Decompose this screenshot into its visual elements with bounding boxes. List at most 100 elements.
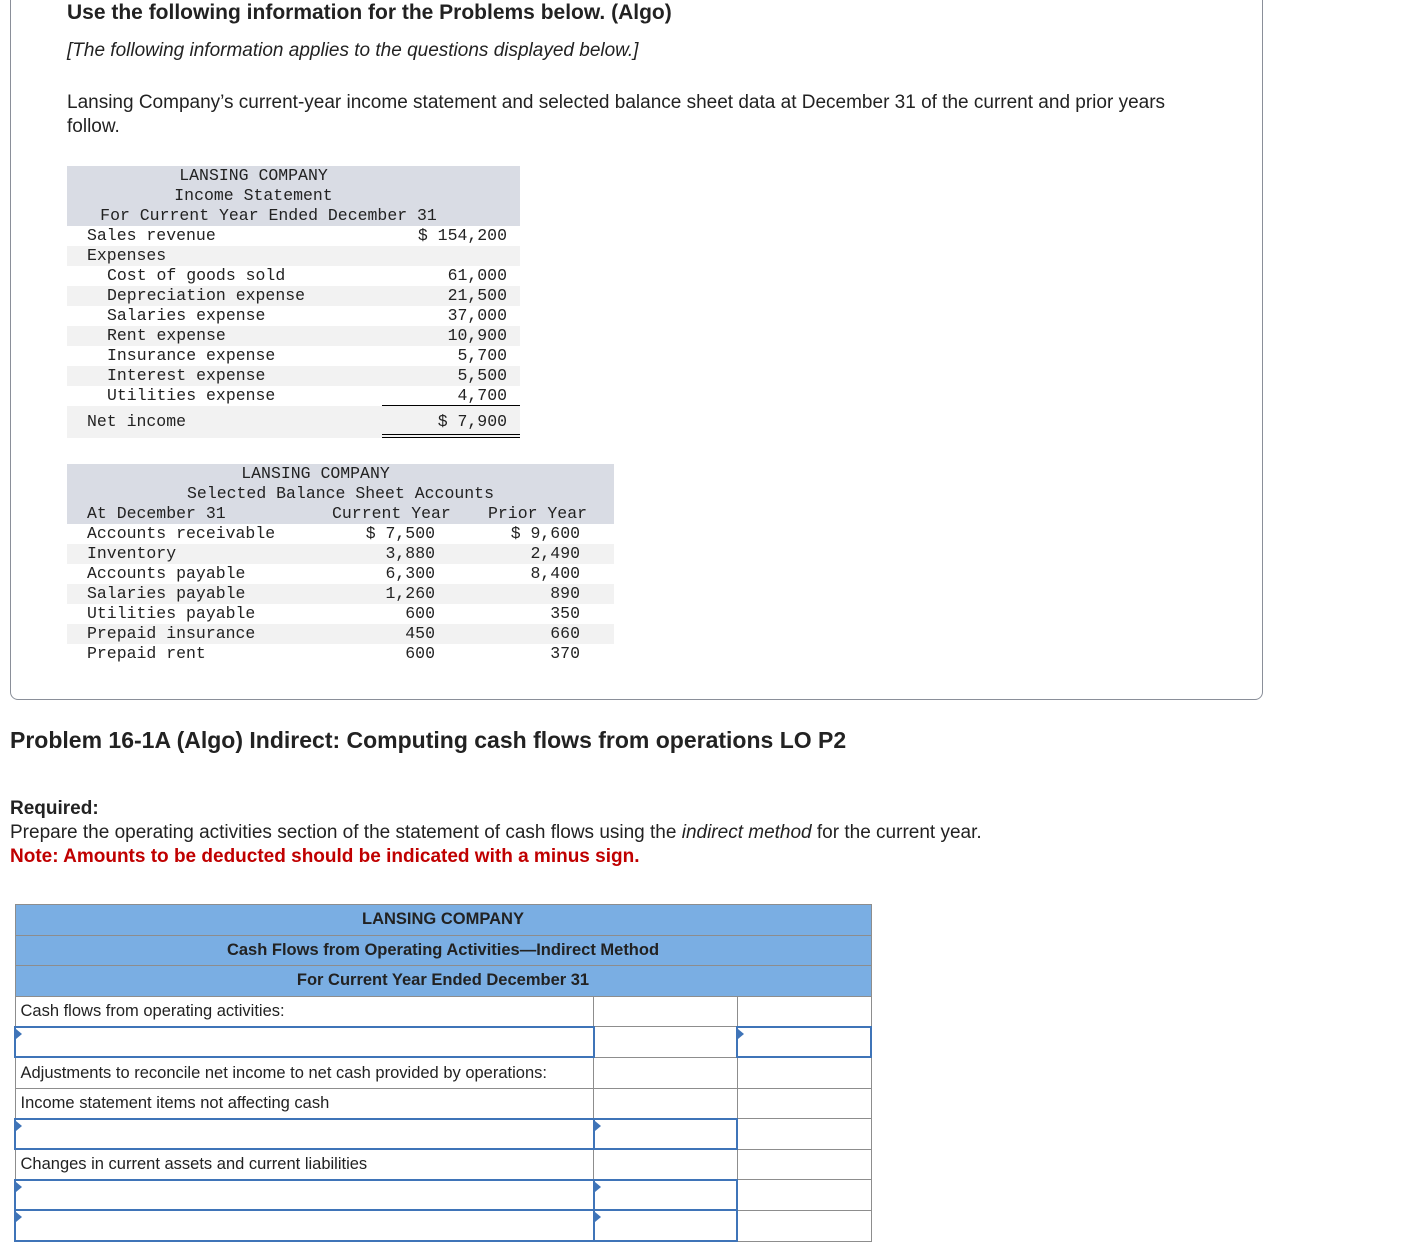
bs-title-2: Selected Balance Sheet Accounts — [67, 484, 614, 504]
info-heading: Use the following information for the Pr… — [67, 1, 672, 24]
instr-text: for the current year. — [811, 822, 982, 843]
prior-value: 8,400 — [530, 564, 580, 583]
instructions: Prepare the operating activities section… — [10, 821, 982, 845]
instr-text: Prepare the operating activities section… — [10, 822, 682, 843]
text-input[interactable] — [16, 1119, 593, 1149]
is-row-expense: Salaries expense 37,000 — [67, 306, 520, 326]
value: 61,000 — [447, 266, 507, 285]
is-row-expense: Rent expense 10,900 — [67, 326, 520, 346]
prior-value: 660 — [550, 624, 580, 643]
is-row-expense: Depreciation expense 21,500 — [67, 286, 520, 306]
label: Depreciation expense — [107, 286, 306, 305]
prior-value: 350 — [550, 604, 580, 623]
text-input[interactable] — [16, 1027, 593, 1057]
is-row-expense: Cost of goods sold 61,000 — [67, 266, 520, 286]
cf-title-3: For Current Year Ended December 31 — [14, 965, 872, 997]
value: $ 7,900 — [437, 412, 507, 431]
is-row-expenses: Expenses — [67, 246, 520, 266]
label: Prepaid rent — [87, 644, 206, 663]
ops-label: Cash flows from operating activities: — [14, 995, 595, 1028]
bs-row: Utilities payable 600 350 — [67, 604, 614, 624]
info-panel — [10, 0, 1263, 700]
is-row-expense: Utilities expense 4,700 — [67, 386, 520, 406]
info-intro: Lansing Company’s current-year income st… — [67, 92, 1166, 137]
noncash-item-input[interactable] — [14, 1117, 595, 1151]
bs-row: Accounts receivable $ 7,500 $ 9,600 — [67, 524, 614, 544]
empty-cell — [736, 1118, 872, 1150]
double-underline — [382, 434, 520, 438]
current-value: 3,880 — [385, 544, 435, 563]
col-header: Prior Year — [488, 504, 588, 523]
current-value: 6,300 — [385, 564, 435, 583]
current-value: 600 — [405, 604, 435, 623]
required-label: Required: — [10, 798, 99, 819]
label: Interest expense — [107, 366, 266, 385]
bs-col-headers: At December 31 Current Year Prior Year — [67, 504, 614, 524]
bs-row: Inventory 3,880 2,490 — [67, 544, 614, 564]
income-statement-table: LANSING COMPANY Income Statement For Cur… — [67, 166, 520, 438]
value: $ 154,200 — [417, 226, 507, 245]
col-header: At December 31 — [87, 504, 226, 523]
empty-cell — [593, 1056, 738, 1089]
value: 37,000 — [447, 306, 507, 325]
label: Rent expense — [107, 326, 226, 345]
is-row-expense: Interest expense 5,500 — [67, 366, 520, 386]
bs-row: Prepaid insurance 450 660 — [67, 624, 614, 644]
value: 4,700 — [457, 386, 507, 405]
value: 21,500 — [447, 286, 507, 305]
current-value: 1,260 — [385, 584, 435, 603]
current-value: $ 7,500 — [365, 524, 435, 543]
amount-input[interactable] — [594, 1211, 737, 1241]
value: 10,900 — [447, 326, 507, 345]
change-item-input-1[interactable] — [14, 1178, 595, 1212]
label: Salaries expense — [107, 306, 266, 325]
label: Net income — [87, 412, 187, 431]
empty-cell — [736, 1209, 872, 1242]
change-amount-input-2[interactable] — [592, 1209, 739, 1242]
change-item-input-2[interactable] — [14, 1209, 595, 1242]
value: 5,700 — [457, 346, 507, 365]
problem-title: Problem 16-1A (Algo) Indirect: Computing… — [10, 727, 847, 753]
empty-cell — [593, 1026, 738, 1058]
amount-input[interactable] — [738, 1027, 870, 1057]
net-income-label-input[interactable] — [14, 1025, 595, 1059]
is-row-sales: Sales revenue $ 154,200 — [67, 226, 520, 246]
label: Salaries payable — [87, 584, 246, 603]
amount-input[interactable] — [594, 1180, 737, 1210]
bs-row: Accounts payable 6,300 8,400 — [67, 564, 614, 584]
col-header: Current Year — [332, 504, 451, 523]
bs-row: Salaries payable 1,260 890 — [67, 584, 614, 604]
changes-label: Changes in current assets and current li… — [14, 1148, 595, 1181]
is-row-net: Net income $ 7,900 — [67, 406, 520, 438]
cash-flow-worksheet: LANSING COMPANY Cash Flows from Operatin… — [14, 904, 872, 1242]
label: Accounts payable — [87, 564, 246, 583]
prior-value: 890 — [550, 584, 580, 603]
label: Utilities expense — [107, 386, 276, 405]
cf-title-1: LANSING COMPANY — [14, 904, 872, 936]
amount-input[interactable] — [594, 1119, 737, 1149]
value: 5,500 — [457, 366, 507, 385]
empty-cell — [593, 995, 738, 1028]
balance-sheet-table: LANSING COMPANY Selected Balance Sheet A… — [67, 464, 614, 664]
current-value: 600 — [405, 644, 435, 663]
bs-row: Prepaid rent 600 370 — [67, 644, 614, 664]
label: Accounts receivable — [87, 524, 276, 543]
text-input[interactable] — [16, 1211, 593, 1241]
text-input[interactable] — [16, 1180, 593, 1210]
label: Sales revenue — [87, 226, 216, 245]
is-title-3: For Current Year Ended December 31 — [67, 206, 520, 226]
label: Insurance expense — [107, 346, 276, 365]
requirements: Required: Prepare the operating activiti… — [10, 797, 982, 869]
info-subheading: [The following information applies to th… — [67, 40, 639, 61]
empty-cell — [736, 1148, 872, 1181]
is-title-2: Income Statement — [67, 186, 520, 206]
noncash-amount-input[interactable] — [592, 1117, 739, 1151]
is-title-1: LANSING COMPANY — [67, 166, 520, 186]
change-amount-input-1[interactable] — [592, 1178, 739, 1212]
label: Cost of goods sold — [107, 266, 286, 285]
empty-cell — [593, 1087, 738, 1120]
empty-cell — [736, 1179, 872, 1211]
prior-value: $ 9,600 — [510, 524, 580, 543]
label: Utilities payable — [87, 604, 256, 623]
net-income-amount-input[interactable] — [736, 1025, 872, 1059]
